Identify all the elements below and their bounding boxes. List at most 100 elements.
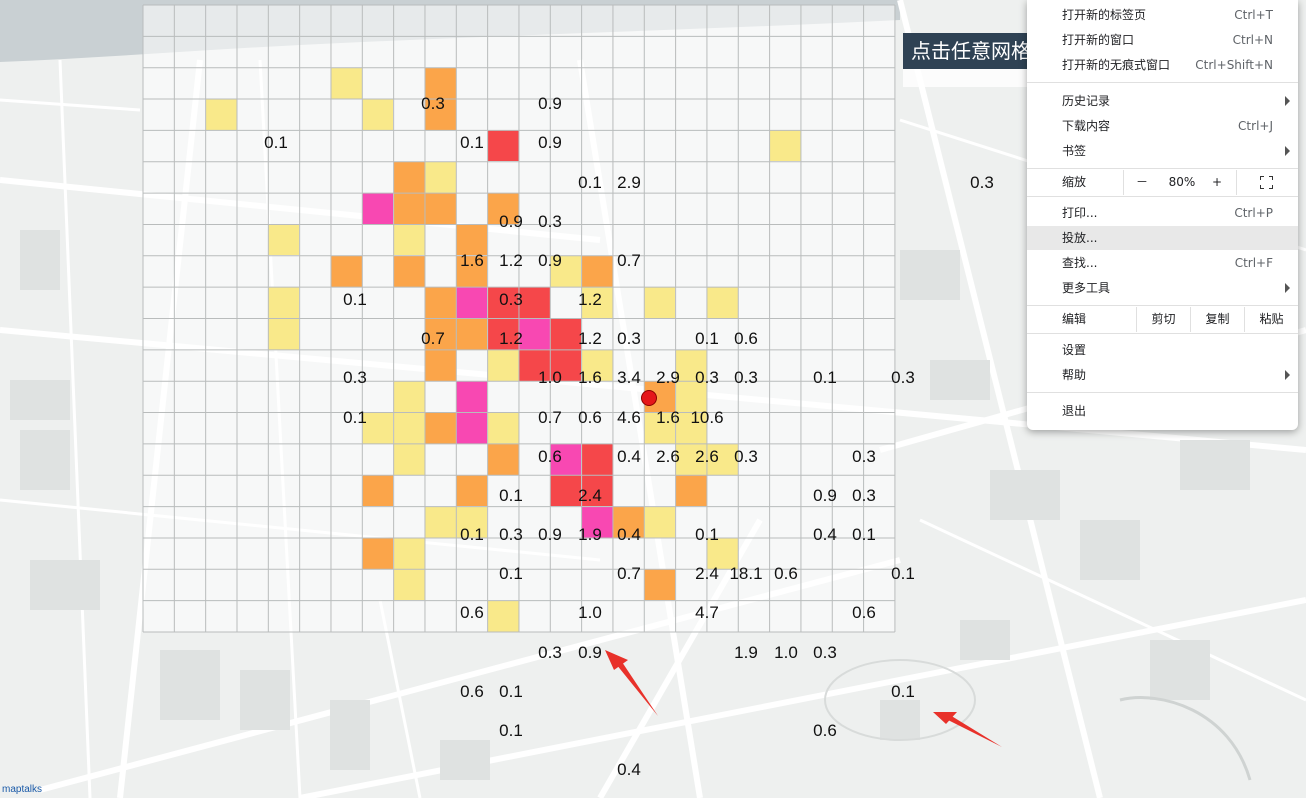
heatmap-cell[interactable]: [362, 193, 394, 225]
heatmap-cell[interactable]: [550, 318, 582, 350]
heatmap-cell[interactable]: [424, 318, 456, 350]
heatmap-cell[interactable]: [393, 193, 425, 225]
heatmap-cell[interactable]: [393, 255, 425, 287]
heatmap-cell[interactable]: [456, 224, 488, 256]
heatmap-cell[interactable]: [581, 506, 613, 538]
zoom-in-button[interactable]: +: [1211, 175, 1223, 189]
heatmap-cell[interactable]: [393, 412, 425, 444]
menu-item-bookmarks[interactable]: 书签: [1027, 139, 1298, 163]
heatmap-cell[interactable]: [769, 130, 801, 162]
heatmap-cell[interactable]: [456, 318, 488, 350]
heatmap-cell[interactable]: [581, 475, 613, 507]
menu-item-history[interactable]: 历史记录: [1027, 89, 1298, 113]
heatmap-cell[interactable]: [393, 381, 425, 413]
menu-item-incognito[interactable]: 打开新的无痕式窗口 Ctrl+Shift+N: [1027, 53, 1298, 77]
heatmap-cell[interactable]: [268, 287, 300, 319]
selected-point-marker[interactable]: [641, 390, 657, 406]
heatmap-cell[interactable]: [362, 412, 394, 444]
submenu-arrow-icon: [1285, 146, 1290, 156]
heatmap-cell[interactable]: [456, 412, 488, 444]
zoom-out-button[interactable]: －: [1135, 175, 1148, 189]
heatmap-cell[interactable]: [424, 99, 456, 131]
grid-value-label: 0.1: [578, 173, 602, 192]
heatmap-cell[interactable]: [675, 412, 707, 444]
heatmap-cell[interactable]: [644, 506, 676, 538]
heatmap-cell[interactable]: [644, 287, 676, 319]
heatmap-cell[interactable]: [456, 506, 488, 538]
copy-button[interactable]: 复制: [1205, 312, 1230, 326]
heatmap-cell[interactable]: [268, 224, 300, 256]
heatmap-cell[interactable]: [268, 318, 300, 350]
menu-item-help[interactable]: 帮助: [1027, 363, 1298, 387]
heatmap-cell[interactable]: [550, 475, 582, 507]
menu-item-more-tools[interactable]: 更多工具: [1027, 276, 1298, 300]
heatmap-cell[interactable]: [644, 569, 676, 601]
paste-button[interactable]: 粘贴: [1259, 312, 1284, 326]
heatmap-cell[interactable]: [487, 443, 519, 475]
heatmap-cell[interactable]: [518, 349, 550, 381]
heatmap-cell[interactable]: [706, 443, 738, 475]
heatmap-cell[interactable]: [330, 255, 362, 287]
heatmap-cell[interactable]: [362, 475, 394, 507]
heatmap-cell[interactable]: [487, 412, 519, 444]
heatmap-cell[interactable]: [487, 349, 519, 381]
grid-value-label: 0.1: [891, 682, 915, 701]
grid-value-label: 0.6: [460, 603, 484, 622]
heatmap-cell[interactable]: [456, 287, 488, 319]
heatmap-cell[interactable]: [424, 161, 456, 193]
heatmap-cell[interactable]: [424, 506, 456, 538]
heatmap-cell[interactable]: [456, 255, 488, 287]
heatmap-cell[interactable]: [675, 443, 707, 475]
cut-button[interactable]: 剪切: [1151, 312, 1176, 326]
heatmap-cell[interactable]: [393, 161, 425, 193]
heatmap-cell[interactable]: [550, 443, 582, 475]
heatmap-cell[interactable]: [393, 537, 425, 569]
heatmap-cell[interactable]: [518, 287, 550, 319]
heatmap-cell[interactable]: [581, 287, 613, 319]
heatmap-cell[interactable]: [424, 193, 456, 225]
menu-item-settings[interactable]: 设置: [1027, 338, 1298, 362]
heatmap-cell[interactable]: [424, 287, 456, 319]
heatmap-cell[interactable]: [424, 349, 456, 381]
heatmap-cell[interactable]: [518, 318, 550, 350]
heatmap-cell[interactable]: [675, 349, 707, 381]
menu-item-new-tab[interactable]: 打开新的标签页 Ctrl+T: [1027, 3, 1298, 27]
heatmap-cell[interactable]: [612, 506, 644, 538]
heatmap-cell[interactable]: [393, 443, 425, 475]
heatmap-cell[interactable]: [581, 255, 613, 287]
fullscreen-icon[interactable]: [1260, 176, 1273, 189]
heatmap-cell[interactable]: [424, 412, 456, 444]
menu-item-find[interactable]: 查找... Ctrl+F: [1027, 251, 1298, 275]
heatmap-cell[interactable]: [706, 537, 738, 569]
heatmap-cell[interactable]: [487, 287, 519, 319]
heatmap-cell[interactable]: [487, 130, 519, 162]
menu-item-new-window[interactable]: 打开新的窗口 Ctrl+N: [1027, 28, 1298, 52]
heatmap-cell[interactable]: [581, 443, 613, 475]
menu-label: 帮助: [1062, 368, 1087, 382]
heatmap-cell[interactable]: [393, 569, 425, 601]
menu-item-cast[interactable]: 投放...: [1027, 226, 1298, 250]
menu-item-print[interactable]: 打印... Ctrl+P: [1027, 201, 1298, 225]
menu-item-downloads[interactable]: 下载内容 Ctrl+J: [1027, 114, 1298, 138]
heatmap-cell[interactable]: [205, 99, 237, 131]
heatmap-cell[interactable]: [581, 349, 613, 381]
heatmap-cell[interactable]: [487, 600, 519, 632]
heatmap-cell[interactable]: [487, 193, 519, 225]
heatmap-cell[interactable]: [550, 349, 582, 381]
heatmap-cell[interactable]: [393, 224, 425, 256]
heatmap-cell[interactable]: [487, 318, 519, 350]
map-attribution[interactable]: maptalks: [2, 784, 43, 795]
heatmap-cell[interactable]: [706, 287, 738, 319]
heatmap-cell[interactable]: [362, 99, 394, 131]
heatmap-cell[interactable]: [550, 255, 582, 287]
heatmap-cell[interactable]: [675, 475, 707, 507]
heatmap-cell[interactable]: [330, 67, 362, 99]
heatmap-cell[interactable]: [456, 475, 488, 507]
heatmap-cell[interactable]: [456, 381, 488, 413]
menu-item-exit[interactable]: 退出: [1027, 399, 1298, 423]
heatmap-cell[interactable]: [675, 381, 707, 413]
heatmap-cell[interactable]: [424, 67, 456, 99]
heatmap-cell[interactable]: [362, 537, 394, 569]
heatmap-cell[interactable]: [644, 412, 676, 444]
